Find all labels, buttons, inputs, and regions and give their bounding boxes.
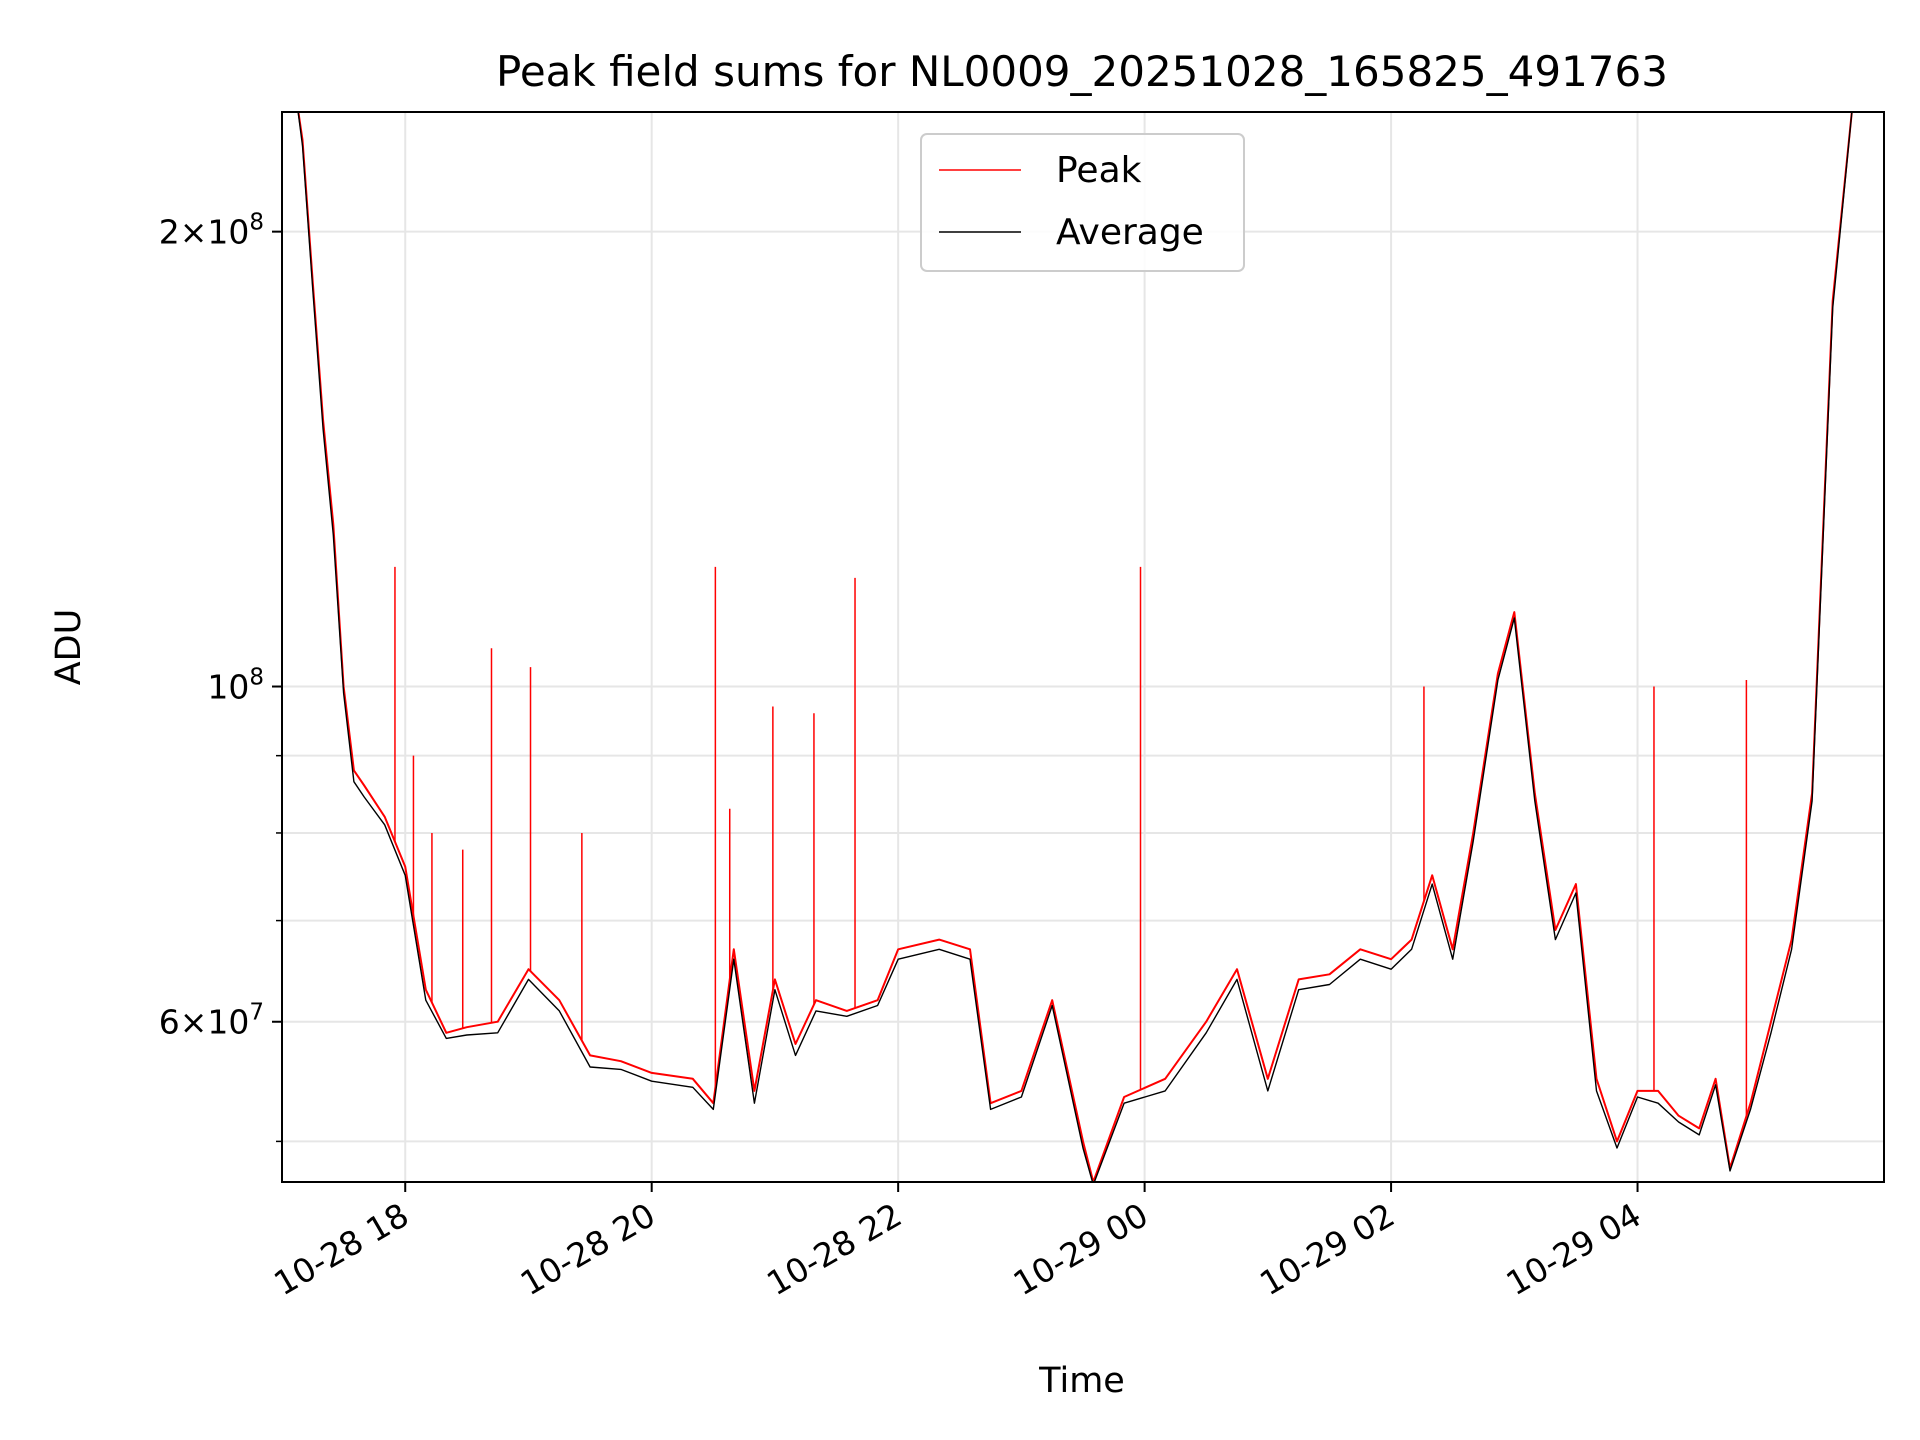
- legend-label-average: Average: [1056, 212, 1204, 253]
- legend-box: [920, 133, 1245, 272]
- y-tick-label: 6×107: [159, 1000, 264, 1042]
- series-line-average: [297, 112, 1853, 1182]
- legend: Peak Average: [920, 133, 1245, 272]
- y-axis: 108 2×108 6×107: [159, 210, 282, 1143]
- plot-area-frame: [281, 111, 1885, 1183]
- chart-title: Peak field sums for NL0009_20251028_1658…: [496, 47, 1668, 96]
- plot-series: [297, 112, 1853, 1182]
- y-axis-title: ADU: [49, 609, 89, 686]
- y-tick-label: 108: [207, 665, 264, 707]
- x-axis-title: Time: [1038, 1361, 1125, 1401]
- legend-label-peak: Peak: [1056, 150, 1142, 191]
- y-tick-label: 2×108: [159, 210, 264, 252]
- series-line-peak: [297, 112, 1853, 1182]
